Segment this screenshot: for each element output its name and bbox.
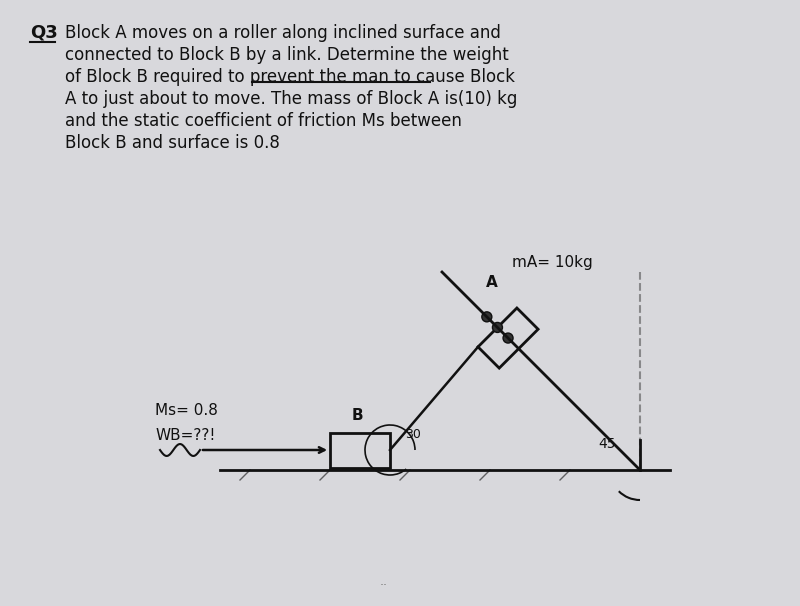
Text: A to just about to move. The mass of Block A is(10) kg: A to just about to move. The mass of Blo… <box>65 90 518 108</box>
Text: B: B <box>352 408 364 424</box>
Text: mA= 10kg: mA= 10kg <box>513 256 593 270</box>
Text: 30: 30 <box>405 428 421 441</box>
Circle shape <box>493 322 502 333</box>
Text: and the static coefficient of friction Ms between: and the static coefficient of friction M… <box>65 112 462 130</box>
Circle shape <box>482 312 492 322</box>
Text: connected to Block B by a link. Determine the weight: connected to Block B by a link. Determin… <box>65 46 509 64</box>
Text: 45: 45 <box>598 437 615 451</box>
Text: Q3: Q3 <box>30 24 58 42</box>
Text: Block B and surface is 0.8: Block B and surface is 0.8 <box>65 134 280 152</box>
Text: Ms= 0.8: Ms= 0.8 <box>155 403 218 418</box>
Text: of Block B required to prevent the man to cause Block: of Block B required to prevent the man t… <box>65 68 515 86</box>
Text: ..: .. <box>380 575 388 588</box>
Text: WB=??!: WB=??! <box>155 428 215 443</box>
Text: A: A <box>486 276 497 290</box>
Text: Block A moves on a roller along inclined surface and: Block A moves on a roller along inclined… <box>65 24 501 42</box>
Circle shape <box>503 333 513 343</box>
